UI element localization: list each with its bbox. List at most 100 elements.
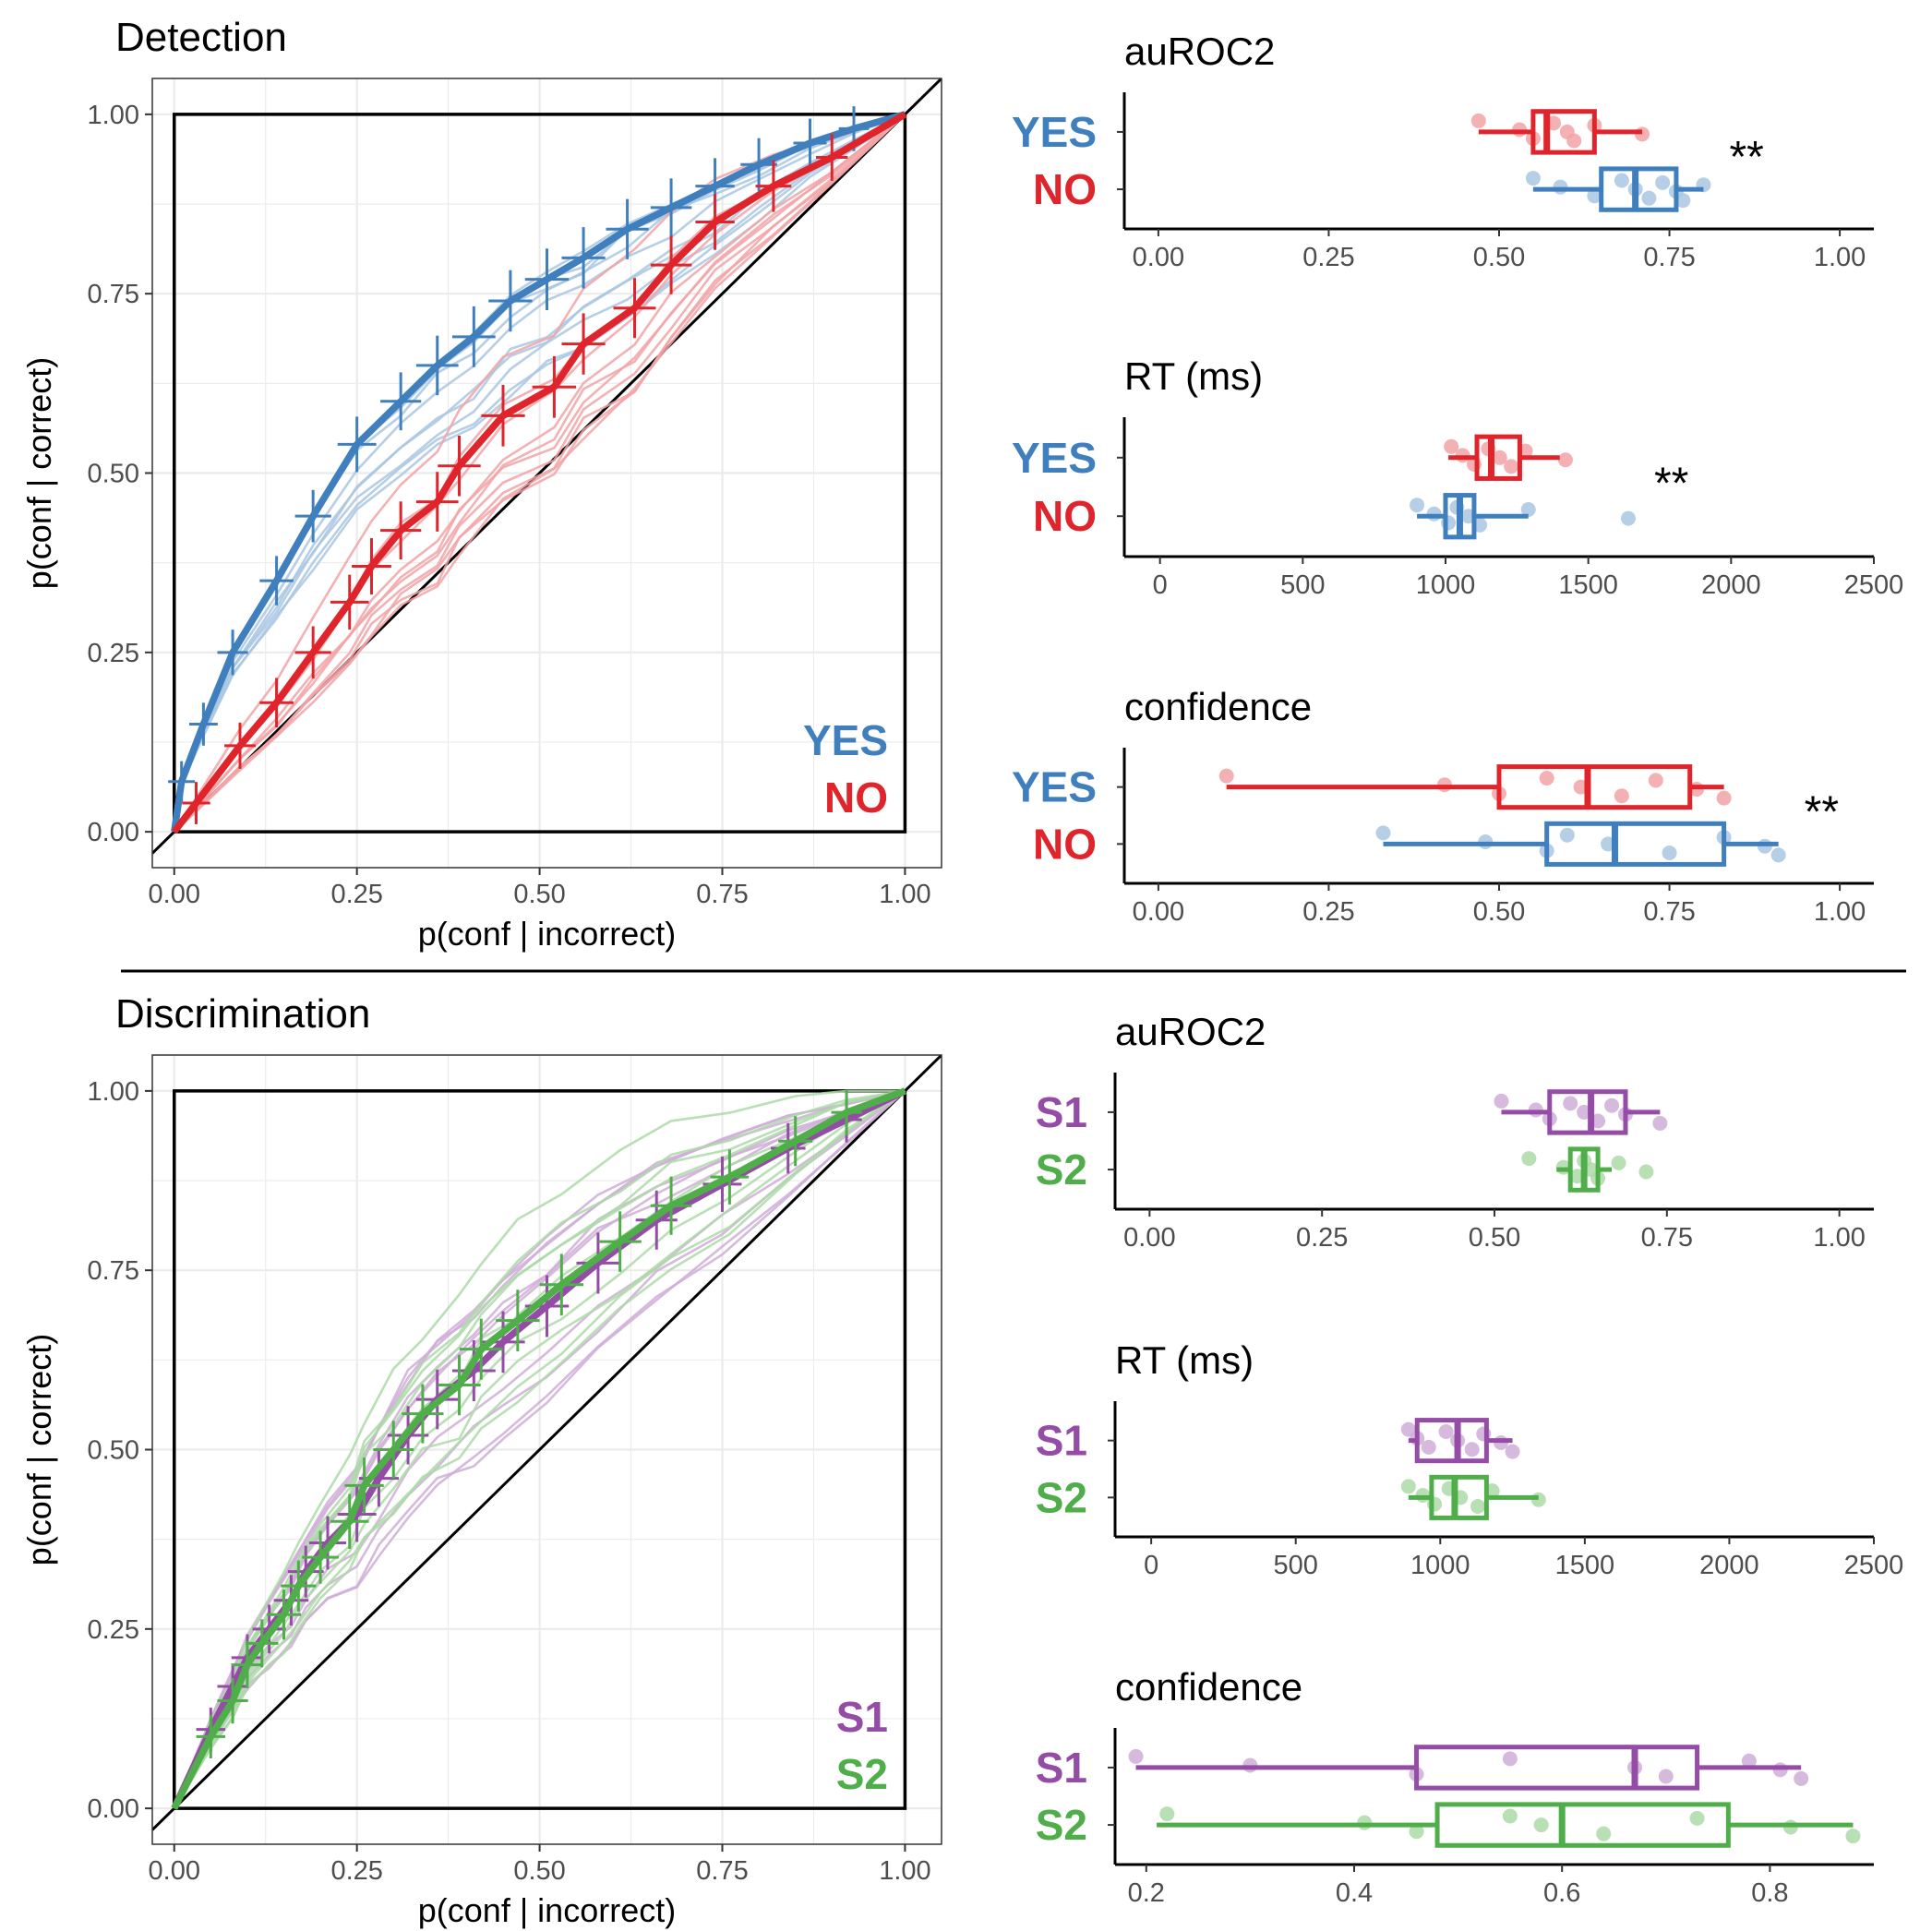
data-point (1652, 1115, 1668, 1131)
row-label-no: NO (1033, 165, 1097, 213)
x-tick-label: 500 (1280, 570, 1325, 600)
row-label-yes: YES (1012, 108, 1097, 156)
x-tick-label: 2500 (1844, 570, 1904, 600)
x-tick-label: 0.4 (1336, 1878, 1373, 1908)
data-point (1502, 1751, 1518, 1767)
x-tick-label: 0.50 (513, 1856, 565, 1886)
significance-marker: ** (1729, 133, 1763, 182)
y-tick-label: 0.75 (88, 1256, 139, 1286)
data-point (1470, 113, 1486, 128)
subject-curve (173, 113, 906, 834)
y-tick-label: 0.00 (88, 818, 139, 847)
y-tick-label: 0.50 (88, 460, 139, 489)
x-tick-label: 0.25 (1302, 897, 1354, 927)
x-axis-label: p(conf | incorrect) (418, 915, 676, 953)
x-tick-label: 0.50 (1469, 1223, 1520, 1253)
data-point (1662, 845, 1677, 860)
subject-curve (173, 113, 906, 833)
y-axis-label: p(conf | correct) (20, 1334, 58, 1565)
data-point (1563, 1096, 1578, 1111)
row-label-yes: YES (1012, 763, 1097, 811)
data-point (1557, 452, 1573, 468)
iqr-box (1414, 1745, 1700, 1791)
data-point (1675, 193, 1691, 209)
x-tick-label: 1500 (1558, 570, 1618, 600)
panel-title: Detection (115, 15, 287, 60)
data-point (1566, 133, 1582, 149)
data-point (1604, 1097, 1620, 1113)
x-tick-label: 0.8 (1751, 1878, 1788, 1908)
x-tick-label: 1500 (1555, 1551, 1615, 1580)
data-point (1614, 173, 1629, 188)
x-tick-label: 2500 (1844, 1551, 1904, 1580)
x-tick-label: 0.75 (1643, 897, 1695, 927)
data-point (1648, 773, 1663, 788)
x-tick-label: 0.00 (1133, 897, 1184, 927)
row-label-s1: S1 (1036, 1417, 1087, 1465)
subject-curve (173, 1089, 906, 1809)
x-tick-label: 0.2 (1128, 1878, 1165, 1908)
y-tick-label: 0.00 (88, 1794, 139, 1824)
x-tick-label: 1.00 (879, 880, 930, 909)
x-tick-label: 0.75 (1641, 1223, 1693, 1253)
legend-s2: S2 (836, 1750, 888, 1798)
detection-auroc2-panel: auROC2 0.00 0.25 0.50 0.75 1.00 YES NO ** (1012, 30, 1874, 272)
iqr-box (1474, 434, 1522, 481)
x-tick-label: 1.00 (1814, 897, 1866, 927)
x-tick-label: 0.75 (1643, 243, 1695, 272)
data-point (1638, 1164, 1654, 1180)
x-tick-label: 0.50 (1473, 243, 1525, 272)
x-tick-label: 0.00 (149, 880, 200, 909)
row-label-s2: S2 (1036, 1473, 1087, 1521)
panel-title: confidence (1115, 1665, 1302, 1709)
mean-curve-yes (171, 111, 906, 833)
x-axis-label: p(conf | incorrect) (418, 1891, 676, 1929)
data-point (1504, 459, 1519, 474)
y-tick-label: 0.75 (88, 280, 139, 309)
data-point (1218, 768, 1234, 784)
x-tick-label: 0.00 (1123, 1223, 1175, 1253)
x-tick-label: 2000 (1701, 570, 1761, 600)
data-point (1587, 188, 1602, 204)
data-point (1502, 1808, 1518, 1824)
legend-s1: S1 (836, 1693, 888, 1741)
subject-curve (173, 1089, 906, 1809)
data-point (1533, 1817, 1549, 1833)
data-point (1470, 1498, 1485, 1514)
plot-area (152, 78, 942, 855)
iqr-box (1496, 764, 1693, 810)
y-tick-label: 0.25 (88, 1615, 139, 1645)
x-tick-label: 0.25 (1302, 243, 1354, 272)
y-tick-label: 0.25 (88, 639, 139, 668)
legend-no: NO (824, 774, 888, 822)
y-tick-label: 1.00 (88, 1077, 139, 1107)
discrimination-auroc2-panel: auROC2 0.00 0.25 0.50 0.75 1.00 S1 S2 (1036, 1010, 1874, 1253)
data-point (1464, 1442, 1480, 1457)
data-point (1159, 1806, 1175, 1822)
row-label-no: NO (1033, 820, 1097, 868)
data-point (1641, 190, 1657, 206)
data-point (1410, 498, 1425, 513)
iqr-box (1599, 166, 1679, 212)
x-tick-label: 0.25 (330, 1856, 382, 1886)
data-point (1770, 847, 1786, 863)
iqr-box (1434, 1802, 1731, 1848)
significance-marker: ** (1805, 787, 1839, 836)
panel-title: auROC2 (1124, 30, 1275, 73)
x-tick-label: 0.50 (513, 880, 565, 909)
discrimination-confidence-panel: confidence 0.2 0.4 0.6 0.8 S1 S2 (1036, 1665, 1874, 1908)
data-point (1596, 1826, 1612, 1841)
data-point (1409, 1824, 1424, 1840)
data-point (1689, 1810, 1705, 1826)
plot-area (152, 1055, 942, 1831)
row-label-no: NO (1033, 492, 1097, 540)
significance-marker: ** (1654, 460, 1688, 509)
data-point (1741, 1753, 1757, 1769)
x-tick-label: 1000 (1410, 1551, 1470, 1580)
legend-yes: YES (803, 716, 888, 764)
row-label-s1: S1 (1036, 1088, 1087, 1136)
x-tick-label: 0.50 (1473, 897, 1525, 927)
data-point (1492, 450, 1507, 465)
subject-curve (173, 1089, 906, 1809)
